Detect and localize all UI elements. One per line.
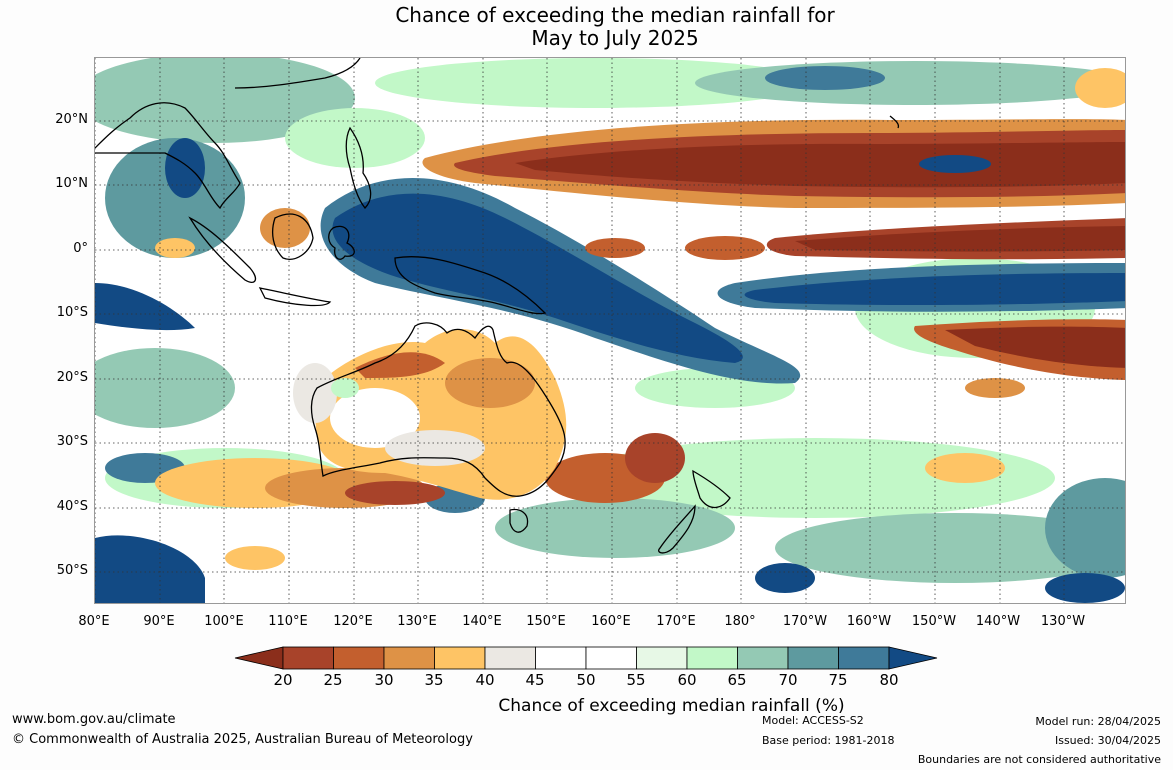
colorbar-tick-75: 75	[828, 671, 848, 689]
lon-label-160e: 160°E	[591, 614, 631, 629]
colorbar	[234, 646, 938, 670]
colorbar-segment	[383, 646, 435, 670]
southeast-asia-coastline	[95, 102, 241, 210]
lat-label-50s: 50°S	[56, 563, 88, 578]
title-line-1: Chance of exceeding the median rainfall …	[395, 3, 835, 27]
model-text: Model: ACCESS-S2	[762, 714, 864, 727]
tasmania-coastline	[509, 508, 529, 533]
colorbar-tick-50: 50	[576, 671, 596, 689]
lat-label-0: 0°	[73, 241, 88, 256]
lon-label-180: 180°	[724, 614, 756, 629]
lon-label-170e: 170°E	[656, 614, 696, 629]
lon-label-140w: 140°W	[975, 614, 1021, 629]
new-zealand-coastline	[658, 469, 731, 554]
wet-bands	[95, 66, 1125, 603]
new-guinea-coastline	[394, 256, 547, 315]
colorbar-segment	[434, 646, 486, 670]
map-svg	[95, 58, 1125, 603]
disclaimer-text: Boundaries are not considered authoritat…	[917, 753, 1161, 766]
colorbar-tick-20: 20	[273, 671, 293, 689]
lon-label-150e: 150°E	[526, 614, 566, 629]
lat-label-20n: 20°N	[55, 112, 88, 127]
hawaii-coastline	[889, 115, 900, 129]
colorbar-segment	[333, 646, 385, 670]
lon-label-90e: 90°E	[143, 614, 175, 629]
colorbar-label: Chance of exceeding median rainfall (%)	[498, 696, 845, 716]
colorbar-tick-60: 60	[677, 671, 697, 689]
rainfall-map	[94, 57, 1126, 604]
philippines-coastline	[345, 126, 372, 209]
colorbar-segment	[535, 646, 587, 670]
colorbar-segments	[234, 646, 938, 670]
issued-text: Issued: 30/04/2025	[1054, 734, 1161, 747]
lon-label-110e: 110°E	[268, 614, 308, 629]
colorbar-tick-55: 55	[626, 671, 646, 689]
colorbar-tick-70: 70	[778, 671, 798, 689]
australia-coastline	[310, 322, 566, 497]
australia-region	[293, 329, 567, 500]
colorbar-segment	[585, 646, 637, 670]
lat-label-10s: 10°S	[56, 305, 88, 320]
colorbar-tick-45: 45	[525, 671, 545, 689]
lon-label-170w: 170°W	[782, 614, 828, 629]
lon-label-120e: 120°E	[333, 614, 373, 629]
colorbar-tick-40: 40	[475, 671, 495, 689]
website-link[interactable]: www.bom.gov.au/climate	[12, 712, 176, 727]
colorbar-tick-65: 65	[727, 671, 747, 689]
copyright-text: © Commonwealth of Australia 2025, Austra…	[12, 732, 473, 747]
colorbar-tick-25: 25	[323, 671, 343, 689]
lon-label-140e: 140°E	[462, 614, 502, 629]
borneo-coastline	[272, 213, 314, 260]
grid-lines	[95, 58, 1125, 603]
lon-label-130w: 130°W	[1040, 614, 1086, 629]
lon-label-100e: 100°E	[204, 614, 244, 629]
colorbar-segment	[484, 646, 536, 670]
colorbar-tick-35: 35	[424, 671, 444, 689]
colorbar-tick-80: 80	[879, 671, 899, 689]
colorbar-tick-30: 30	[374, 671, 394, 689]
lat-label-30s: 30°S	[56, 434, 88, 449]
china-coastline	[234, 58, 361, 89]
coastlines	[95, 58, 900, 554]
colorbar-segment	[636, 646, 688, 670]
colorbar-segment	[838, 646, 890, 670]
model-run-text: Model run: 28/04/2025	[1035, 715, 1161, 728]
lon-label-150w: 150°W	[911, 614, 957, 629]
java-coastline	[258, 287, 332, 307]
lat-label-40s: 40°S	[56, 499, 88, 514]
sulawesi-coastline	[328, 225, 355, 260]
sumatra-coastline	[188, 216, 257, 283]
colorbar-arrow-high	[888, 646, 938, 670]
lon-label-80e: 80°E	[78, 614, 110, 629]
colorbar-segment	[686, 646, 738, 670]
lat-label-10n: 10°N	[55, 176, 88, 191]
lat-label-20s: 20°S	[56, 370, 88, 385]
title-line-2: May to July 2025	[531, 26, 699, 50]
base-period-text: Base period: 1981-2018	[762, 734, 895, 747]
colorbar-segment	[282, 646, 334, 670]
chart-title: Chance of exceeding the median rainfall …	[0, 4, 1173, 50]
dry-bands	[155, 68, 1125, 570]
colorbar-arrow-low	[234, 646, 284, 670]
colorbar-segment	[737, 646, 789, 670]
colorbar-segment	[787, 646, 839, 670]
lon-label-160w: 160°W	[846, 614, 892, 629]
lon-label-130e: 130°E	[397, 614, 437, 629]
